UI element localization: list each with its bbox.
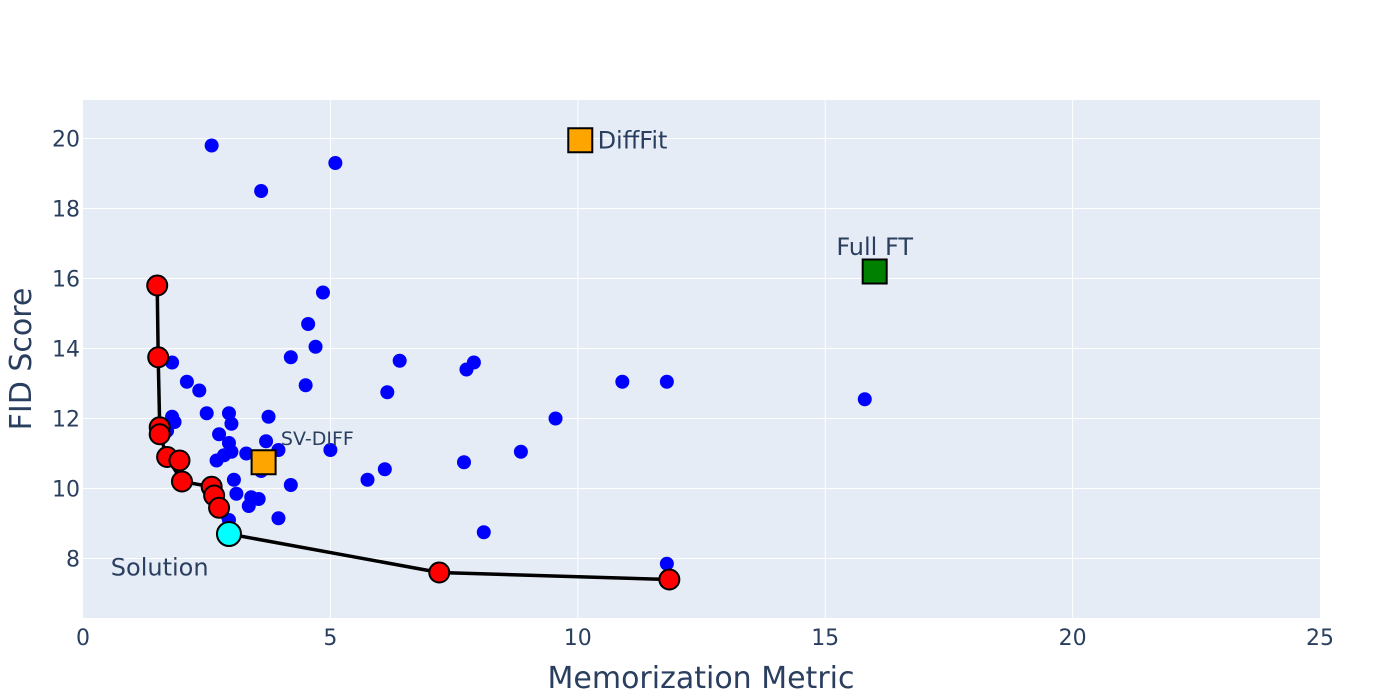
candidate-point [224,416,239,431]
y-axis-title: FID Score [4,288,39,431]
candidate-point [476,525,491,540]
candidate-point [283,478,298,492]
candidate-point [360,472,375,487]
pareto-frontier-points [146,274,681,591]
candidate-point [271,511,286,526]
frontier-point [146,274,169,297]
candidate-point [221,406,236,421]
candidate-point [239,446,254,461]
y-axis-ticks: 8 10 12 14 16 18 20 [52,128,80,573]
y-tick-label: 14 [52,338,80,363]
candidate-point [380,385,395,400]
candidate-point [261,409,276,424]
annotation-full-ft: Full FT [836,233,913,261]
candidate-point [513,444,528,459]
annotation-solution: Solution [111,553,209,581]
candidate-point [241,499,256,513]
candidate-point [226,472,241,487]
baseline-marker-difffit [567,127,594,154]
pareto-frontier-line [155,285,670,582]
candidate-point [456,455,471,470]
x-tick-label: 20 [1059,626,1087,651]
y-tick-label: 18 [52,198,80,223]
candidate-point [308,339,323,354]
candidate-point [298,378,313,393]
frontier-point [208,496,231,519]
y-tick-label: 10 [52,478,80,503]
solution-point [215,521,242,547]
candidate-point [259,434,274,449]
y-tick-label: 16 [52,268,80,293]
x-tick-label: 25 [1306,626,1334,651]
candidate-point [179,374,194,389]
baseline-marker-full-ft [861,258,888,285]
candidate-point [192,383,207,398]
y-tick-label: 20 [52,128,80,153]
candidate-point [659,374,674,389]
pareto-line [155,285,670,582]
grid [83,100,1320,618]
annotation-difffit: DiffFit [598,126,668,154]
candidate-point [615,374,630,389]
candidate-point [204,138,219,153]
solution-point-group [215,521,242,547]
x-tick-label: 10 [564,626,592,651]
candidate-point [328,156,343,170]
y-tick-label: 8 [66,548,80,573]
x-tick-label: 5 [323,626,337,651]
candidate-point [659,556,674,571]
x-axis-ticks: 0 5 10 15 20 25 [76,626,1334,651]
annotation-sv-diff: SV-DIFF [281,428,354,450]
x-tick-label: 15 [811,626,839,651]
candidate-point [857,392,872,407]
candidate-point [283,350,298,365]
frontier-point [148,423,171,446]
x-tick-label: 0 [76,626,90,651]
frontier-point [170,470,193,493]
x-axis-title: Memorization Metric [548,661,855,696]
candidate-point [315,285,330,300]
frontier-point [147,346,170,369]
candidate-point [212,427,227,442]
candidate-point [459,362,474,377]
frontier-point [168,449,191,472]
candidate-point [209,453,224,468]
baseline-marker-sv-diff [250,449,277,476]
candidate-point [229,486,244,501]
frontier-point [428,561,451,584]
frontier-point [658,568,681,591]
candidate-point [251,492,266,506]
candidate-point [301,317,316,331]
baseline-markers [250,127,888,476]
annotations: DiffFit SV-DIFF Full FT Solution [111,126,914,581]
candidate-point [392,353,407,368]
candidate-point [548,411,563,426]
candidate-point [254,184,269,198]
y-tick-label: 12 [52,408,80,433]
candidate-point [199,406,214,421]
candidate-point [323,443,338,457]
candidate-point [377,462,392,477]
